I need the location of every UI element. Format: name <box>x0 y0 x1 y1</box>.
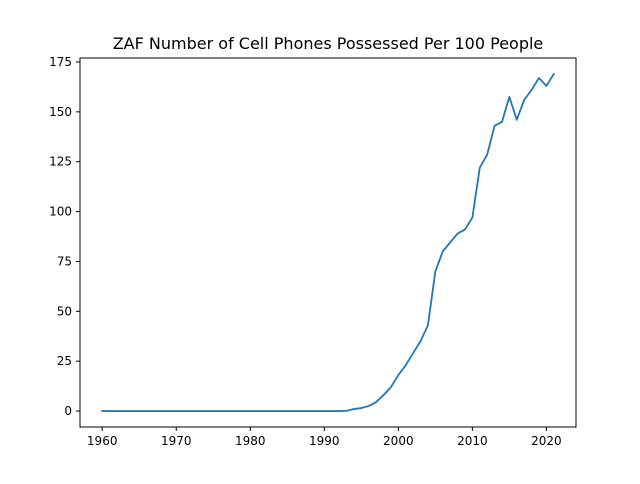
x-tick-label: 2020 <box>531 434 562 448</box>
y-tick-label: 0 <box>64 404 72 418</box>
y-tick-label: 75 <box>57 254 72 268</box>
x-tick-label: 2010 <box>457 434 488 448</box>
plot-frame <box>79 57 577 428</box>
y-tick-label: 150 <box>49 105 72 119</box>
x-tick-label: 1990 <box>309 434 340 448</box>
x-tick-label: 1980 <box>235 434 266 448</box>
plot-area <box>101 72 556 412</box>
x-tick-label: 1970 <box>161 434 192 448</box>
y-tick-label: 50 <box>57 304 72 318</box>
x-tick-label: 2000 <box>383 434 414 448</box>
chart-title: ZAF Number of Cell Phones Possessed Per … <box>113 34 544 53</box>
y-tick-label: 175 <box>49 55 72 69</box>
y-tick-label: 100 <box>49 205 72 219</box>
y-tick-label: 125 <box>49 155 72 169</box>
x-tick-label: 1960 <box>87 434 118 448</box>
series-line <box>101 72 556 412</box>
axes: 1960 1970 1980 1990 2000 2010 2020 0 25 50 75 100 12… <box>49 55 577 448</box>
y-tick-label: 25 <box>57 354 72 368</box>
